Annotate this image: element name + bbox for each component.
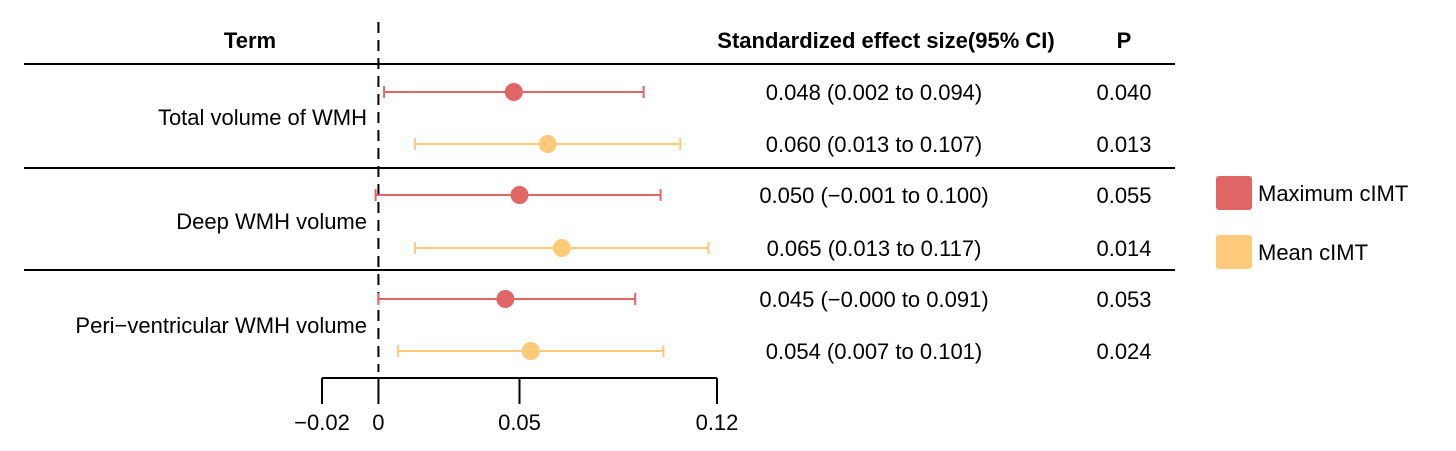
p-value-text: 0.024: [1096, 339, 1151, 364]
header-p: P: [1117, 28, 1132, 53]
estimate-point: [538, 135, 557, 153]
estimate-point: [552, 239, 571, 257]
p-value-text: 0.040: [1096, 80, 1151, 105]
x-tick-label: 0.05: [498, 410, 541, 435]
legend-label: Maximum cIMT: [1258, 181, 1408, 206]
x-tick-label: −0.02: [294, 410, 350, 435]
estimate-point: [521, 342, 540, 360]
p-value-text: 0.014: [1096, 236, 1151, 261]
p-value-text: 0.055: [1096, 183, 1151, 208]
estimate-point: [510, 186, 529, 204]
term-label: Total volume of WMH: [158, 105, 367, 130]
header-term: Term: [224, 28, 276, 53]
effect-size-ci-text: 0.045 (−0.000 to 0.091): [759, 287, 988, 312]
effect-size-ci-text: 0.048 (0.002 to 0.094): [766, 80, 983, 105]
p-value-text: 0.053: [1096, 287, 1151, 312]
term-label: Deep WMH volume: [176, 209, 367, 234]
estimate-point: [504, 83, 523, 101]
estimate-point: [496, 290, 515, 308]
term-label: Peri−ventricular WMH volume: [75, 313, 367, 338]
effect-size-ci-text: 0.054 (0.007 to 0.101): [766, 339, 983, 364]
legend-swatch: [1216, 235, 1252, 269]
header-effect-size: Standardized effect size(95% CI): [717, 28, 1054, 53]
legend-swatch: [1216, 176, 1252, 210]
effect-size-ci-text: 0.065 (0.013 to 0.117): [767, 236, 982, 261]
legend-label: Mean cIMT: [1258, 240, 1368, 265]
p-value-text: 0.013: [1096, 132, 1151, 157]
x-tick-label: 0.12: [696, 410, 739, 435]
effect-size-ci-text: 0.060 (0.013 to 0.107): [766, 132, 983, 157]
x-tick-label: 0: [372, 410, 384, 435]
plot-layer: Total volume of WMH 0.048 (0.002 to 0.094…: [24, 22, 1408, 435]
effect-size-ci-text: 0.050 (−0.001 to 0.100): [759, 183, 988, 208]
